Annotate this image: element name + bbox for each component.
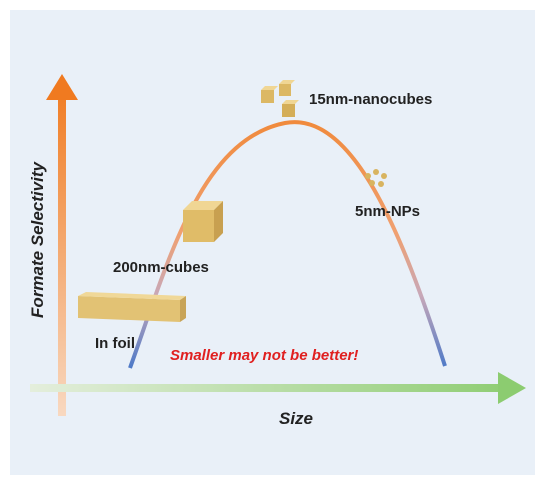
x-arrow-head <box>498 372 526 404</box>
note: Smaller may not be better! <box>170 347 358 364</box>
panel <box>10 10 535 475</box>
trend-curve <box>128 120 447 369</box>
nanocubes <box>261 80 299 117</box>
x-axis-label: Size <box>279 409 313 428</box>
label-nanocubes: 15nm-nanocubes <box>309 91 432 108</box>
label-foil: In foil <box>95 335 135 352</box>
foil-slab <box>78 292 186 322</box>
x-arrow-shaft <box>30 384 500 392</box>
label-nps: 5nm-NPs <box>355 203 420 220</box>
y-arrow-head <box>46 74 78 100</box>
large-cube <box>183 201 223 242</box>
y-axis-label: Formate Selectivity <box>28 161 47 318</box>
nanoparticles <box>365 169 387 187</box>
y-arrow-shaft <box>58 98 66 416</box>
label-cubes: 200nm-cubes <box>113 259 209 276</box>
